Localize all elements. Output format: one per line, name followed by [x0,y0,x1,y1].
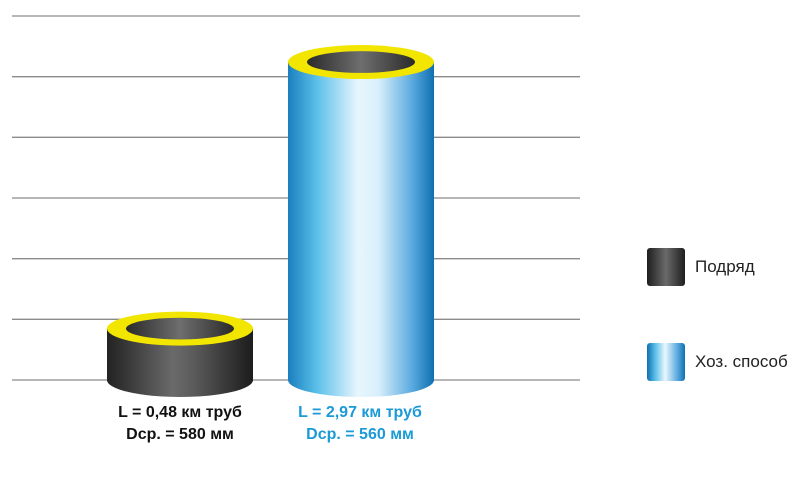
legend-item-podryad: Подряд [647,248,755,286]
bar-podryad [107,311,253,397]
legend-item-khoz-sposob: Хоз. способ [647,343,788,381]
bars [107,45,434,397]
legend-swatch-blue [647,343,685,381]
bar-label-length: L = 2,97 км труб [298,404,422,421]
bar-khoz-sposob [288,45,434,397]
bar-label-diameter: Dср. = 560 мм [306,426,414,443]
bar-label-diameter: Dср. = 580 мм [126,426,234,443]
legend-swatch-dark [647,248,685,286]
bar-hole [125,317,235,340]
legend-label: Хоз. способ [695,352,788,371]
bar-hole [306,51,416,73]
bar-body [288,62,434,397]
bar-label-khoz-sposob: L = 2,97 км труб Dср. = 560 мм [260,402,460,446]
bar-label-podryad: L = 0,48 км труб Dср. = 580 мм [80,402,280,446]
bar-body [107,328,253,397]
bar-label-length: L = 0,48 км труб [118,404,242,421]
legend-label: Подряд [695,257,755,276]
